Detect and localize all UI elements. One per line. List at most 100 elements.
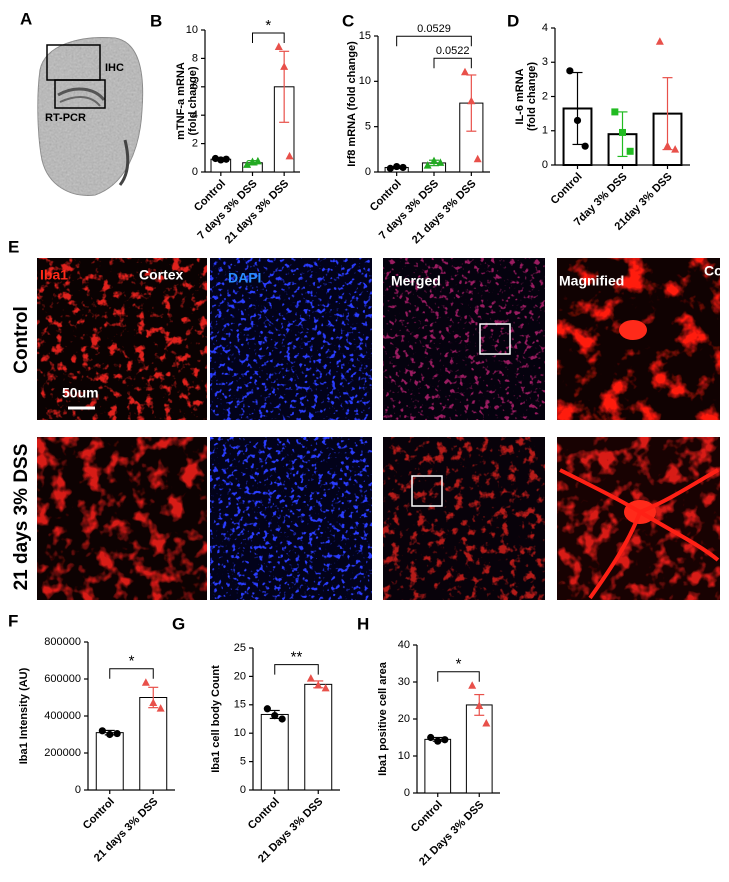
y-axis-label: (fold change) xyxy=(187,66,199,135)
error-bar xyxy=(662,77,673,151)
data-point xyxy=(386,164,394,172)
y-tick-label: 8 xyxy=(192,52,198,64)
x-tick-label: 21 days 3% DSS xyxy=(410,178,479,247)
data-point xyxy=(460,67,469,76)
data-point xyxy=(399,163,407,172)
y-tick-label: 4 xyxy=(192,109,198,121)
data-point xyxy=(611,108,619,116)
y-tick-label: 0 xyxy=(365,166,371,178)
data-point xyxy=(280,62,289,70)
column-label: Merged xyxy=(391,273,441,289)
y-axis-label: Iba1 Intensity (AU) xyxy=(18,667,30,764)
y-tick-label: 0 xyxy=(542,159,548,171)
bar-chart: Iba1 Intensity (AU) 0 200000 400000 600000 80… xyxy=(18,636,175,864)
row-label: Control xyxy=(11,306,32,374)
data-point xyxy=(314,680,323,689)
significance-bracket xyxy=(433,57,472,69)
y-axis-label: Iba1 cell body Count xyxy=(210,665,222,773)
y-tick-label: 400000 xyxy=(44,710,81,722)
column-label: Co xyxy=(704,263,723,279)
column-label: Cortex xyxy=(139,267,184,283)
data-point xyxy=(441,736,449,744)
x-tick-label: Control xyxy=(246,796,282,832)
bar xyxy=(465,704,493,794)
significance-bracket xyxy=(274,664,319,675)
data-point xyxy=(430,156,438,165)
significance-label: * xyxy=(456,656,462,673)
y-tick-label: 200000 xyxy=(44,747,81,759)
significance-bracket xyxy=(396,35,472,47)
y-tick-label: 10 xyxy=(234,727,246,739)
row-label: 21 days 3% DSS xyxy=(11,444,32,591)
column-label: Iba1 xyxy=(40,267,68,283)
y-tick-label: 0 xyxy=(404,787,410,799)
y-tick-label: 4 xyxy=(542,22,548,34)
data-point xyxy=(321,683,330,692)
data-point xyxy=(253,156,262,165)
significance-bracket xyxy=(109,668,154,679)
y-axis-label: (fold change) xyxy=(526,62,538,131)
data-point xyxy=(222,155,230,163)
data-point xyxy=(423,161,432,169)
panel-label: F xyxy=(8,611,18,630)
data-point xyxy=(141,678,150,686)
data-point xyxy=(211,154,220,163)
y-tick-label: 2 xyxy=(192,138,198,150)
data-point xyxy=(626,147,634,155)
x-tick-label: Control xyxy=(81,796,117,832)
data-point xyxy=(274,42,283,51)
significance-label: ** xyxy=(291,649,303,666)
panel-label: A xyxy=(20,9,32,28)
y-tick-label: 15 xyxy=(234,699,246,711)
significance-bracket xyxy=(252,32,285,44)
y-tick-label: 2 xyxy=(542,90,548,102)
y-tick-label: 15 xyxy=(359,30,371,42)
data-point xyxy=(271,711,279,720)
staining-images: 50um Iba1 Cortex DAPI Merged Magnified C… xyxy=(11,258,723,600)
panel-label: E xyxy=(8,237,19,256)
panel-label: G xyxy=(172,614,185,633)
data-point xyxy=(468,681,477,689)
bar-chart: Iba1 cell body Count0510152025Control21 … xyxy=(210,642,340,865)
data-point xyxy=(581,142,589,150)
panel-label: H xyxy=(357,614,369,633)
panel-label: C xyxy=(342,11,354,30)
data-point xyxy=(243,160,252,168)
data-point xyxy=(263,705,271,713)
y-tick-label: 30 xyxy=(398,676,410,688)
y-tick-label: 40 xyxy=(398,639,410,651)
data-point xyxy=(248,157,257,166)
bar-chart: Iba1 positive cell area010203040Control2… xyxy=(377,639,500,868)
data-point xyxy=(566,67,574,75)
data-point xyxy=(482,718,491,727)
significance-label: * xyxy=(265,17,271,34)
data-point xyxy=(467,96,476,105)
data-point xyxy=(663,141,672,150)
bar xyxy=(424,738,452,794)
y-tick-label: 20 xyxy=(398,713,410,725)
column-label: DAPI xyxy=(228,270,261,286)
bar xyxy=(260,713,289,791)
panel-label: D xyxy=(507,11,519,30)
significance-label: 0.0522 xyxy=(436,45,470,57)
data-point xyxy=(393,162,401,171)
data-point xyxy=(106,730,114,739)
data-point xyxy=(306,674,315,682)
x-tick-label: Control xyxy=(409,799,445,835)
data-point xyxy=(217,156,225,164)
data-point xyxy=(278,715,286,723)
y-tick-label: 3 xyxy=(542,56,548,68)
y-tick-label: 0 xyxy=(75,784,81,796)
data-point xyxy=(149,698,158,707)
data-point xyxy=(436,158,445,166)
data-point xyxy=(475,701,484,710)
y-axis-label: IL-6 mRNA xyxy=(514,68,526,124)
data-point xyxy=(671,145,680,153)
column-label: Magnified xyxy=(559,273,624,289)
y-tick-label: 10 xyxy=(186,24,198,36)
y-tick-label: 5 xyxy=(240,756,246,768)
data-point xyxy=(473,154,482,163)
